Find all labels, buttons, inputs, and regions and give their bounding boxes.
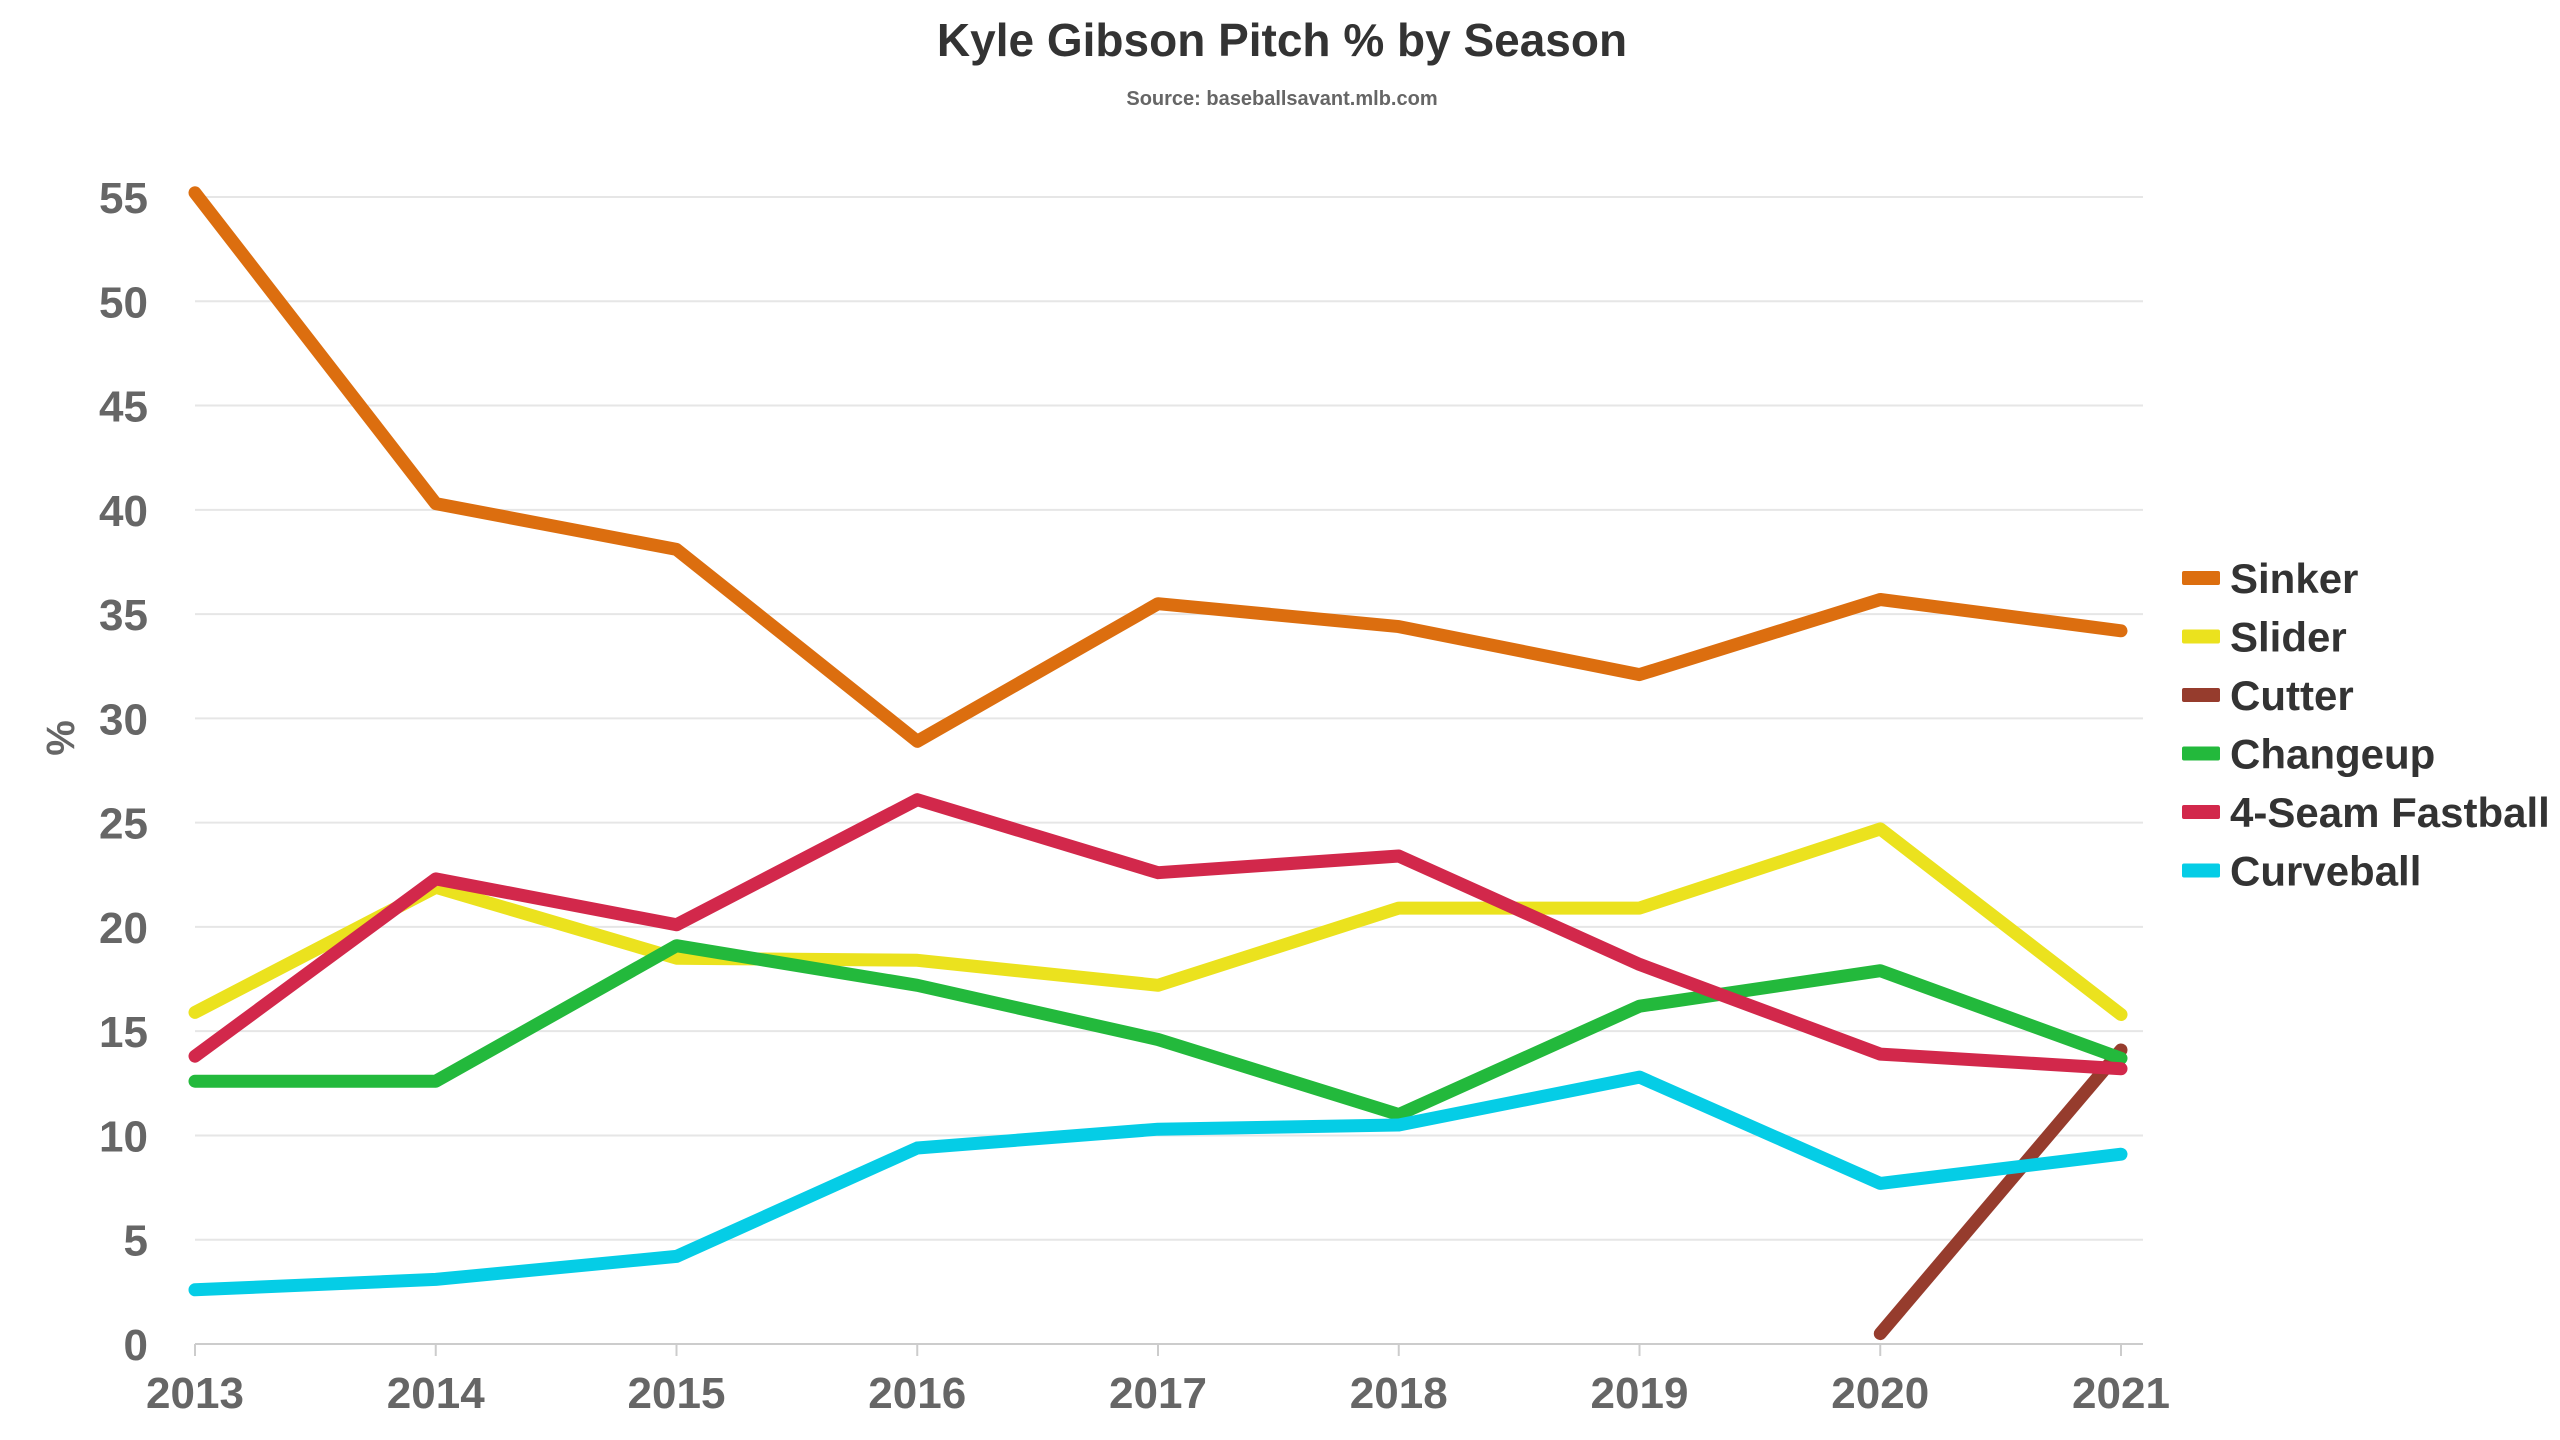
grid-lines — [195, 196, 2143, 1241]
legend-item-changeup: Changeup — [2182, 731, 2435, 778]
y-axis-label: % — [39, 720, 83, 756]
legend-swatch — [2182, 629, 2220, 644]
legend-item-cutter: Cutter — [2182, 672, 2354, 719]
y-tick-label: 15 — [99, 1008, 148, 1057]
y-tick-label: 55 — [99, 174, 148, 223]
legend-label: Sinker — [2230, 555, 2358, 602]
chart-title: Kyle Gibson Pitch % by Season — [937, 14, 1627, 66]
chart-subtitle: Source: baseballsavant.mlb.com — [1126, 88, 1437, 110]
series-lines — [188, 186, 2128, 1341]
legend-item-curveball: Curveball — [2182, 848, 2421, 895]
y-tick-label: 35 — [99, 591, 148, 640]
legend-item-4-seam-fastball: 4-Seam Fastball — [2182, 789, 2550, 836]
y-tick-label: 10 — [99, 1112, 148, 1161]
legend-swatch — [2182, 571, 2220, 585]
x-tick-label: 2020 — [1831, 1369, 1929, 1418]
x-tick-label: 2018 — [1350, 1369, 1448, 1418]
legend-label: Cutter — [2230, 672, 2354, 719]
legend-swatch — [2182, 805, 2220, 819]
y-tick-label: 50 — [99, 278, 148, 327]
legend-label: Curveball — [2230, 848, 2421, 895]
legend-label: Slider — [2230, 614, 2347, 661]
y-tick-label: 20 — [99, 904, 148, 953]
legend-swatch — [2182, 746, 2220, 761]
y-tick-label: 40 — [99, 487, 148, 536]
legend-item-sinker: Sinker — [2182, 555, 2358, 602]
series-line-curveball — [188, 1070, 2128, 1297]
legend-swatch — [2182, 688, 2220, 702]
x-tick-label: 2017 — [1109, 1369, 1207, 1418]
legend-label: Changeup — [2230, 731, 2435, 778]
legend-label: 4-Seam Fastball — [2230, 789, 2550, 836]
series-line-slider — [188, 822, 2128, 1021]
series-line-changeup — [188, 939, 2128, 1122]
legend-item-slider: Slider — [2182, 614, 2347, 661]
axes — [194, 1343, 2143, 1356]
series-line-4-seam-fastball — [188, 793, 2128, 1076]
x-tick-label: 2014 — [387, 1369, 485, 1418]
x-axis-ticks: 2013 2014 2015 2016 2017 2018 2019 2020 2021 — [146, 1369, 2170, 1418]
y-tick-label: 25 — [99, 800, 148, 849]
y-tick-label: 45 — [99, 383, 148, 432]
y-tick-label: 0 — [124, 1321, 148, 1370]
legend-swatch — [2182, 863, 2220, 878]
x-tick-label: 2015 — [628, 1369, 726, 1418]
y-axis-ticks: 0 5 10 15 20 25 30 35 40 45 50 55 — [99, 174, 148, 1370]
x-tick-label: 2019 — [1591, 1369, 1689, 1418]
y-tick-label: 5 — [124, 1217, 148, 1266]
legend: Sinker Slider Cutter Changeup 4-Seam Fastbal… — [2182, 555, 2550, 895]
y-tick-label: 30 — [99, 695, 148, 744]
x-tick-label: 2016 — [868, 1369, 966, 1418]
series-line-cutter — [1873, 1043, 2128, 1341]
series-line-sinker — [188, 186, 2128, 748]
x-tick-label: 2013 — [146, 1369, 244, 1418]
x-tick-label: 2021 — [2072, 1369, 2170, 1418]
